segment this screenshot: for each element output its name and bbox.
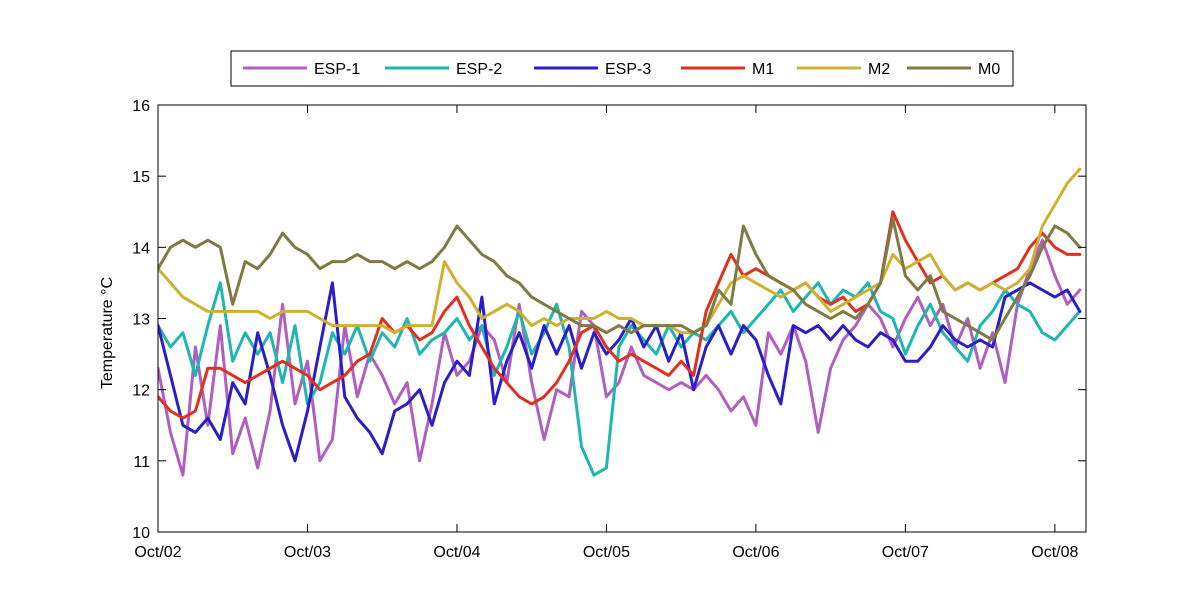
legend-label-m1: M1 (752, 61, 774, 78)
series-line-m2 (158, 167, 1082, 335)
y-tick-label: 12 (132, 383, 150, 400)
y-tick-label: 14 (132, 240, 150, 257)
legend-label-esp-1: ESP-1 (314, 61, 360, 78)
legend: ESP-1 ESP-2 ESP-3 M1 M2 M0 (230, 50, 1014, 87)
series-layer (158, 167, 1082, 477)
series-line-esp-3 (158, 281, 1082, 463)
axes-layer: 10 11 12 13 14 15 16 Oct/02 Oct/03 Oct/04 Oct/05 Oc… (132, 98, 1087, 561)
x-tick-label: Oct/06 (732, 544, 779, 561)
x-tick-label: Oct/05 (583, 544, 630, 561)
x-tick-label: Oct/07 (882, 544, 929, 561)
y-axis-label: Temperature °C (99, 277, 116, 389)
x-tick-label: Oct/08 (1031, 544, 1078, 561)
y-tick-label: 13 (132, 312, 150, 329)
legend-box (230, 50, 1014, 87)
y-tick-label: 10 (132, 525, 150, 542)
y-tick-label: 11 (133, 454, 150, 471)
legend-label-m2: M2 (868, 61, 890, 78)
y-tick-label: 16 (132, 98, 150, 115)
legend-label-m0: M0 (978, 61, 1000, 78)
legend-label-esp-3: ESP-3 (605, 61, 651, 78)
series-line-m0 (158, 217, 1082, 342)
legend-label-esp-2: ESP-2 (456, 61, 502, 78)
x-tick-label: Oct/04 (433, 544, 480, 561)
x-tick-label: Oct/02 (134, 544, 181, 561)
series-line-m1 (158, 210, 1082, 420)
y-tick-label: 15 (132, 169, 150, 186)
x-tick-label: Oct/03 (284, 544, 331, 561)
